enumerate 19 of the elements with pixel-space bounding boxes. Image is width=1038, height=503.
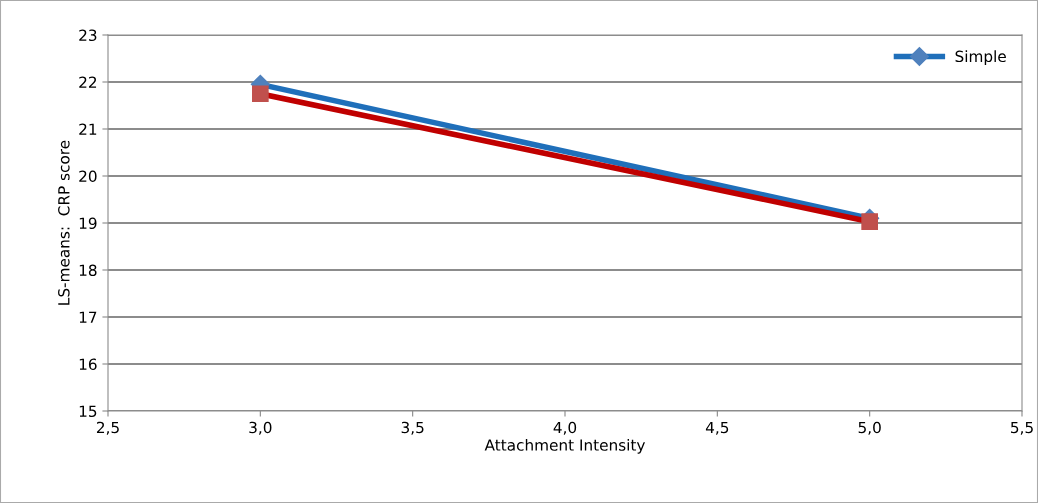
y-tick-label: 18	[79, 264, 97, 277]
y-tick-label: 16	[79, 358, 97, 371]
x-tick-label: 5,5	[1011, 421, 1033, 435]
x-tick-label: 3,0	[249, 421, 272, 435]
legend-label: Simple	[955, 50, 1006, 66]
x-axis-title: Attachment Intensity	[484, 438, 646, 454]
y-tick-label: 21	[79, 123, 97, 135]
x-tick-label: 4,5	[705, 421, 729, 435]
y-tick-label: 15	[79, 405, 97, 418]
y-axis-title: LS-means: CRP score	[58, 140, 70, 305]
y-tick-label: 23	[79, 29, 97, 42]
y-tick-label: 19	[79, 217, 97, 230]
x-tick-label: 5,0	[858, 421, 881, 435]
y-tick-label: 20	[79, 170, 97, 183]
y-tick-label: 17	[79, 311, 97, 323]
x-tick-label: 2,5	[96, 421, 119, 435]
x-tick-label: 4,0	[553, 421, 577, 435]
y-tick-label: 22	[79, 76, 97, 88]
x-tick-label: 3,5	[401, 421, 424, 435]
